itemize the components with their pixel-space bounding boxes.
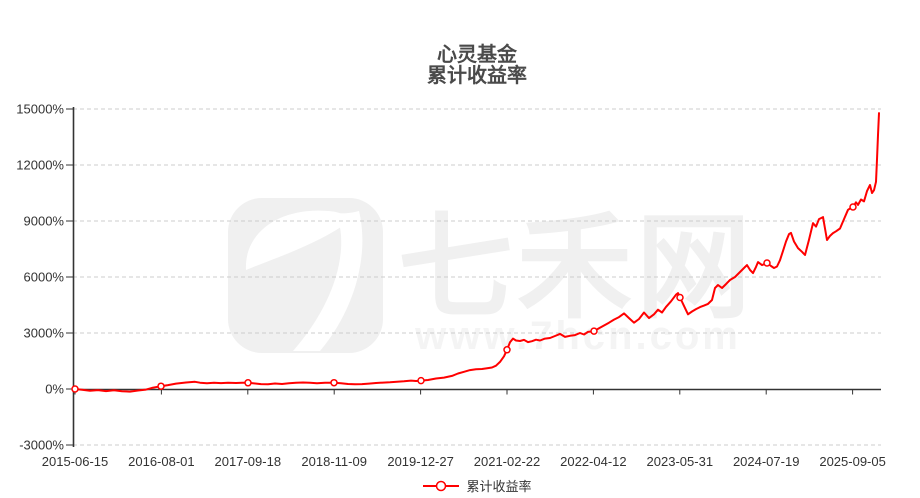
series-marker: [244, 379, 252, 387]
y-axis-label: 12000%: [16, 158, 64, 173]
y-axis-label: 6000%: [24, 270, 65, 285]
series-marker: [330, 378, 338, 387]
series-marker: [676, 293, 684, 302]
legend-label: 累计收益率: [466, 479, 532, 494]
legend-line-marker-icon: [423, 480, 460, 491]
y-axis-label: 9000%: [24, 214, 65, 229]
chart-title: 心灵基金 累计收益率: [73, 45, 881, 87]
x-axis-label: 2023-05-31: [647, 454, 714, 469]
watermark-logo-seven-top: [245, 210, 347, 270]
series-marker: [763, 259, 771, 267]
x-axis-label: 2025-09-05: [819, 454, 886, 469]
series-marker: [157, 382, 165, 390]
legend: 累计收益率: [73, 476, 881, 495]
series-marker: [590, 327, 598, 335]
y-axis-label: -3000%: [19, 438, 64, 453]
x-axis-label: 2024-07-19: [733, 454, 800, 469]
series-marker: [503, 346, 511, 354]
x-axis-label: 2018-11-09: [301, 454, 367, 469]
watermark-url-text: www.7hcn.com: [414, 314, 741, 358]
legend-item-cumulative-return[interactable]: 累计收益率: [422, 476, 532, 495]
x-axis-label: 2016-08-01: [128, 454, 195, 469]
series-marker: [71, 385, 79, 393]
chart-title-line1: 心灵基金: [437, 44, 517, 66]
y-axis-label: 3000%: [24, 326, 65, 341]
x-axis-label: 2017-09-18: [215, 454, 282, 469]
series-marker: [417, 376, 425, 385]
series-line-cumulative-return: [74, 112, 880, 393]
x-axis-label: 2019-12-27: [387, 454, 454, 469]
chart-title-line2: 累计收益率: [427, 65, 527, 87]
y-axis-label: 0%: [45, 382, 64, 397]
watermark-logo-seven-leg: [293, 211, 363, 351]
x-axis-label: 2021-02-22: [474, 454, 541, 469]
series-marker: [849, 203, 857, 211]
x-axis-label: 2015-06-15: [42, 454, 109, 469]
watermark-brand-text: 七禾网: [398, 204, 755, 332]
x-axis-label: 2022-04-12: [560, 454, 627, 469]
y-axis-label: 15000%: [16, 102, 64, 117]
